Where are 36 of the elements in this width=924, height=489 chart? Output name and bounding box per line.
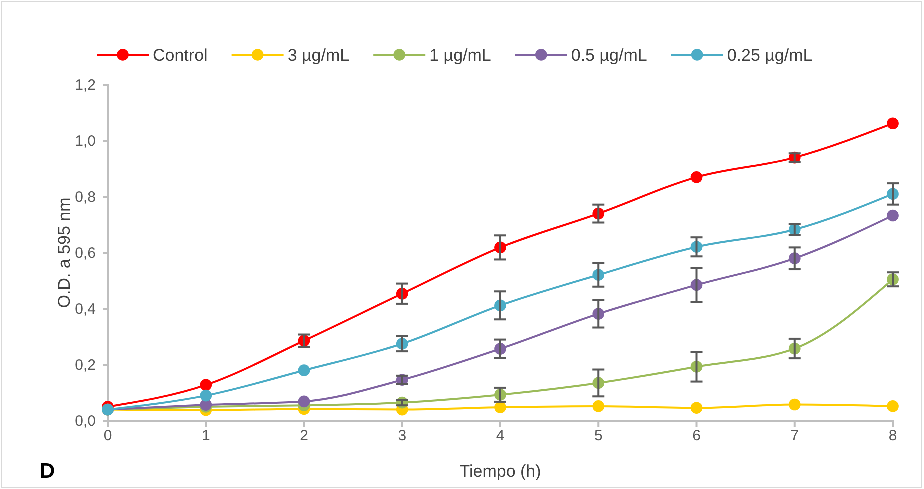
- point: [592, 400, 605, 412]
- x-tick-label: 1: [202, 428, 210, 445]
- y-tick-label: 1,2: [75, 76, 96, 94]
- point: [494, 402, 506, 414]
- point: [887, 400, 899, 412]
- x-tick-label: 6: [692, 428, 701, 445]
- point: [298, 364, 310, 377]
- legend-label: 0.5 µg/mL: [571, 46, 648, 65]
- x-tick-label: 3: [398, 428, 407, 445]
- x-tick-label: 5: [594, 428, 603, 445]
- legend-label: 3 µg/mL: [288, 46, 350, 65]
- y-tick-label: 0,6: [75, 244, 96, 262]
- y-tick-label: 0,2: [75, 356, 96, 374]
- y-axis-title: O.D. a 595 nm: [55, 198, 74, 308]
- y-tick-label: 0,4: [75, 300, 96, 318]
- x-tick-label: 7: [790, 428, 800, 445]
- y-tick-label: 0,0: [75, 412, 96, 430]
- x-tick-label: 4: [496, 428, 505, 445]
- legend-label: 0.25 µg/mL: [727, 46, 813, 65]
- point: [298, 396, 310, 408]
- point: [690, 402, 703, 414]
- point: [200, 379, 212, 392]
- point: [788, 398, 801, 411]
- x-tick-label: 2: [300, 428, 308, 445]
- text: D: [40, 460, 56, 483]
- point: [690, 171, 703, 184]
- x-tick-label: 8: [888, 428, 898, 445]
- point: [887, 210, 899, 222]
- y-tick-label: 1,0: [75, 132, 96, 150]
- x-tick-label: 0: [104, 428, 112, 445]
- point: [200, 390, 212, 402]
- point: [887, 118, 899, 130]
- y-tick-label: 0,8: [75, 188, 96, 206]
- legend-label: Control: [153, 46, 208, 65]
- legend-label: 1 µg/mL: [430, 46, 492, 65]
- x-axis-title: Tiempo (h): [460, 462, 542, 481]
